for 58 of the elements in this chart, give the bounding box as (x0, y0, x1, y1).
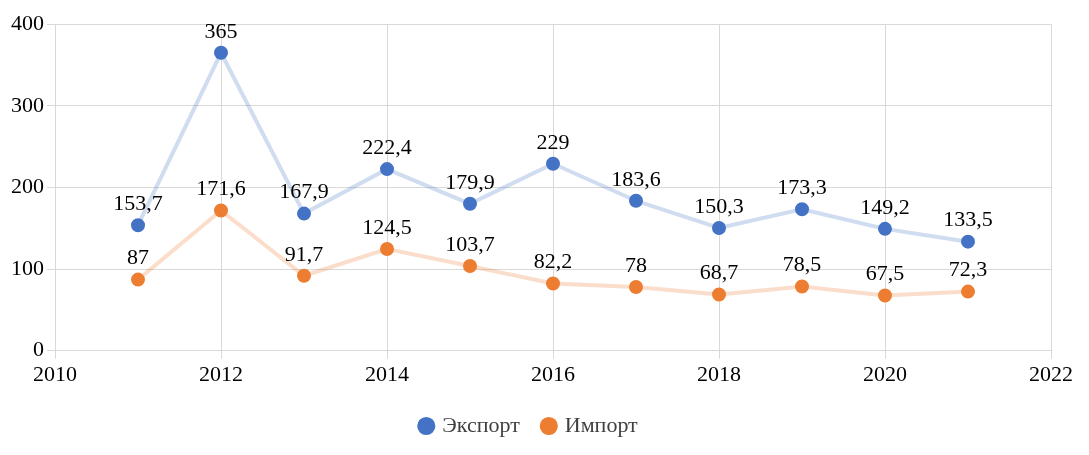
point (131, 272, 145, 287)
y-tick-label: 0 (33, 336, 44, 362)
data-label: 222,4 (362, 133, 412, 159)
x-tick-label: 2022 (1029, 360, 1073, 386)
point (463, 258, 477, 273)
legend-label: Импорт (564, 411, 639, 437)
point (712, 220, 726, 235)
data-label: 171,6 (196, 175, 246, 201)
data-label: 153,7 (113, 189, 163, 215)
point (795, 202, 809, 217)
data-label: 365 (204, 17, 238, 43)
x-tick-label: 2010 (33, 360, 77, 386)
data-label: 179,9 (445, 168, 495, 194)
data-label: 78,5 (782, 251, 822, 277)
data-label: 87 (127, 244, 149, 270)
point (795, 279, 809, 294)
x-tick-label: 2016 (531, 360, 575, 386)
point (878, 221, 892, 236)
point (961, 234, 975, 249)
point (961, 284, 975, 299)
data-label: 133,5 (943, 206, 993, 232)
data-label: 72,3 (948, 256, 988, 282)
legend-label: Экспорт (442, 411, 521, 437)
data-label: 183,6 (611, 165, 661, 191)
point (629, 193, 643, 208)
y-tick-label: 400 (11, 9, 44, 35)
data-label: 68,7 (699, 259, 739, 285)
point (380, 242, 394, 257)
point (629, 279, 643, 294)
point (380, 162, 394, 177)
data-label: 82,2 (533, 248, 573, 274)
data-label: 149,2 (860, 193, 910, 219)
point (878, 288, 892, 303)
y-tick-label: 200 (11, 173, 44, 199)
data-label: 78 (625, 251, 647, 277)
x-tick-label: 2020 (863, 360, 907, 386)
data-label: 229 (536, 128, 570, 154)
data-label: 67,5 (865, 260, 905, 286)
data-label: 173,3 (777, 173, 827, 199)
x-tick-label: 2012 (199, 360, 243, 386)
point (463, 196, 477, 211)
point (297, 206, 311, 221)
data-label: 124,5 (362, 213, 412, 239)
point (214, 203, 228, 218)
point (712, 287, 726, 302)
data-label: 167,9 (279, 178, 329, 204)
data-label: 150,3 (694, 192, 744, 218)
point (546, 276, 560, 291)
point (214, 45, 228, 60)
point (546, 156, 560, 171)
y-tick-label: 300 (11, 91, 44, 117)
y-tick-label: 100 (11, 254, 44, 280)
point (131, 218, 145, 233)
data-label: 91,7 (284, 240, 324, 266)
x-tick-label: 2014 (365, 360, 409, 386)
x-tick-label: 2018 (697, 360, 741, 386)
data-label: 103,7 (445, 230, 495, 256)
point (297, 268, 311, 283)
